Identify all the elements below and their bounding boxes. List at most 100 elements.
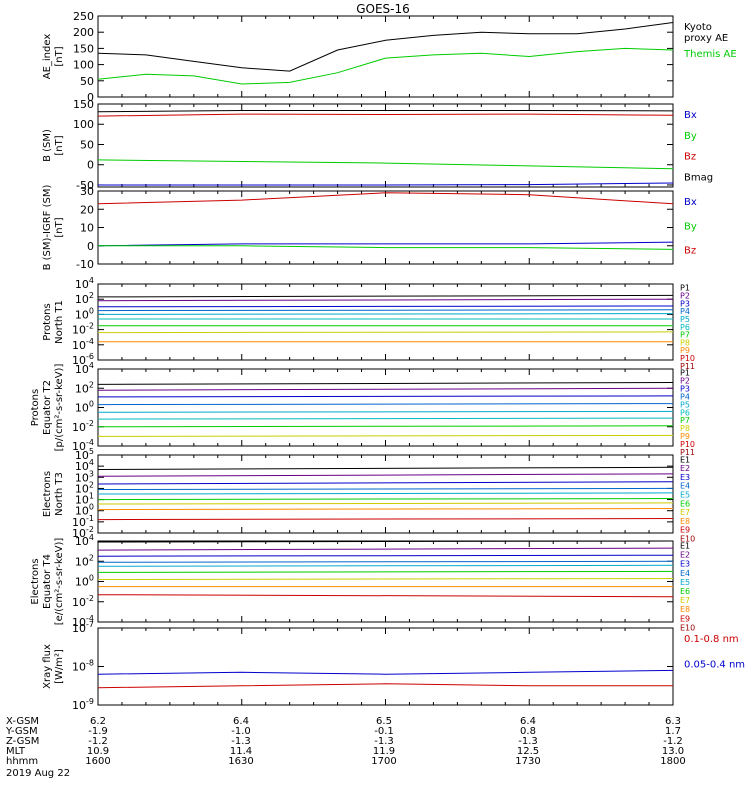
y-tick-label: 102	[75, 291, 94, 306]
y-axis-label: [nT]	[54, 217, 65, 237]
y-tick-label: 100	[75, 400, 94, 415]
legend-label: E4	[680, 482, 690, 491]
legend-label: P11	[680, 362, 695, 371]
y-axis-label: [nT]	[54, 46, 65, 66]
y-tick-label: 10-8	[72, 659, 94, 674]
series-line-E6	[97, 498, 674, 501]
y-tick-label: 30	[80, 185, 94, 198]
orbit-value: 0.8	[520, 726, 536, 737]
series-line-E3	[97, 481, 674, 485]
y-axis-label: [W/m²]	[54, 649, 65, 684]
legend-label: P8	[680, 424, 690, 433]
orbit-value: 1700	[371, 756, 396, 767]
legend-label: Bz	[684, 246, 696, 257]
orbit-value: 1.7	[665, 726, 681, 737]
legend-label: By	[684, 131, 697, 142]
orbit-value: -1.3	[518, 736, 538, 747]
legend-label: P7	[680, 331, 690, 340]
legend-label: E10	[680, 623, 695, 632]
series-line-By	[98, 245, 674, 250]
legend-label: P3	[680, 385, 690, 394]
orbit-value: 6.3	[665, 716, 681, 727]
y-tick-label: 10	[80, 222, 94, 235]
y-axis-label: [nT]	[54, 135, 65, 155]
y-axis-label: North T3	[54, 472, 65, 516]
legend-label: P10	[680, 440, 695, 449]
y-axis-label: North T1	[54, 300, 65, 344]
orbit-value: -1.3	[374, 736, 394, 747]
y-tick-label: 102	[75, 380, 94, 395]
orbit-value: 6.5	[376, 716, 392, 727]
y-tick-label: 104	[75, 533, 94, 548]
legend-label: E5	[680, 490, 690, 499]
series-line-E3	[97, 554, 674, 557]
legend-label: Bmag	[684, 172, 713, 183]
panel-8: 10-7 10-8 10-9 Xray flux [W/m²] 0.1-0.8 nm 0.0…	[42, 620, 745, 712]
legend-label: E1	[680, 541, 690, 550]
y-tick-label: 10-7	[72, 620, 94, 635]
y-tick-label: 50	[80, 75, 94, 88]
series-line-E9	[97, 518, 674, 521]
series-line-E1	[97, 540, 674, 543]
y-tick-label: 10-4	[72, 337, 94, 352]
legend-label: E8	[680, 517, 690, 526]
y-axis-label: Electrons	[42, 471, 53, 517]
y-tick-label: 0	[87, 91, 94, 104]
legend-label: P9	[680, 432, 690, 441]
y-tick-label: 100	[73, 59, 94, 72]
series-line-E4	[97, 487, 674, 490]
series-line-P2	[97, 298, 674, 302]
y-tick-label: 0	[87, 240, 94, 253]
y-tick-label: 102	[75, 553, 94, 568]
legend-label: P7	[680, 416, 690, 425]
orbit-row-label: Z-GSM	[6, 736, 39, 747]
series-line-E8	[97, 508, 674, 511]
orbit-row-label: X-GSM	[6, 716, 39, 727]
legend-label: By	[684, 221, 697, 232]
legend-label: P4	[680, 392, 690, 401]
series-line-E2	[97, 547, 674, 551]
orbit-value: 1630	[228, 756, 253, 767]
y-axis-label: Electrons	[30, 558, 41, 604]
orbit-value: -0.1	[374, 726, 394, 737]
date-label: 2019 Aug 22	[6, 768, 70, 779]
legend-label: proxy AE	[684, 33, 728, 44]
legend-label: P5	[680, 315, 690, 324]
series-line-Bx	[98, 182, 674, 186]
y-axis-label: Equator T2	[42, 380, 53, 435]
series-line-0.1-0.8-nm	[97, 683, 673, 689]
series-line-E2	[97, 473, 674, 477]
series-line-P7	[97, 425, 674, 428]
legend-label: P6	[680, 408, 690, 417]
series-line-P8	[97, 434, 674, 437]
legend-label: P1	[680, 284, 690, 293]
legend-label: P11	[680, 448, 695, 457]
series-line-E5	[97, 492, 674, 495]
panel-frame	[97, 103, 674, 188]
legend-label: P6	[680, 323, 690, 332]
legend-label: P3	[680, 299, 690, 308]
legend-label: Kyoto	[684, 22, 712, 33]
legend-label: E9	[680, 526, 690, 535]
y-tick-label: 104	[75, 361, 94, 376]
y-tick-label: 10-2	[72, 419, 94, 434]
orbit-value: 1600	[85, 756, 110, 767]
orbit-table: X-GSM 6.2 6.4 6.5 6.4 6.3 Y-GSM -1.9 -1.0 -0.1 0.8…	[5, 716, 686, 779]
legend-label: E6	[680, 499, 690, 508]
y-tick-label: 20	[80, 203, 94, 216]
orbit-value: 12.5	[517, 746, 539, 757]
series-line-E9	[97, 594, 674, 598]
orbit-value: -1.0	[231, 726, 251, 737]
y-axis-label: Equator T4	[42, 554, 53, 609]
y-axis-label: B (SM)	[42, 129, 53, 162]
series-line-P3	[97, 395, 674, 398]
series-line-0.05-0.4-nm	[97, 669, 674, 675]
series-line-Bz	[97, 113, 674, 117]
legend-label: P4	[680, 307, 690, 316]
series-line-E7	[97, 578, 674, 580]
y-tick-label: 104	[75, 276, 94, 291]
